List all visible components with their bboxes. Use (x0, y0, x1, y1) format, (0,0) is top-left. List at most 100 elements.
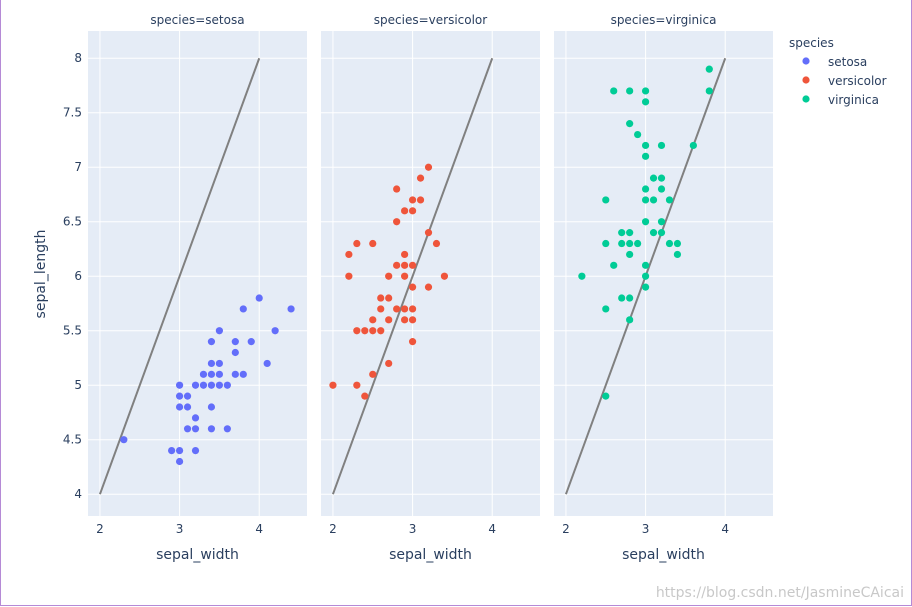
data-point-setosa (224, 425, 231, 432)
data-point-versicolor (377, 327, 384, 334)
data-point-setosa (168, 447, 175, 454)
data-point-setosa (208, 360, 215, 367)
data-point-virginica (706, 87, 713, 94)
data-point-setosa (232, 338, 239, 345)
data-point-virginica (642, 185, 649, 192)
legend-label-virginica: virginica (828, 93, 879, 107)
data-point-versicolor (369, 327, 376, 334)
data-point-setosa (208, 371, 215, 378)
data-point-setosa (192, 382, 199, 389)
data-point-virginica (626, 316, 633, 323)
data-point-virginica (658, 229, 665, 236)
data-point-versicolor (425, 164, 432, 171)
y-tick-label: 5 (74, 378, 82, 392)
data-point-versicolor (409, 316, 416, 323)
data-point-virginica (674, 251, 681, 258)
data-point-versicolor (409, 262, 416, 269)
data-point-virginica (626, 240, 633, 247)
data-point-setosa (248, 338, 255, 345)
y-tick-label: 7 (74, 160, 82, 174)
data-point-versicolor (409, 196, 416, 203)
data-point-setosa (232, 371, 239, 378)
data-point-versicolor (433, 240, 440, 247)
y-tick-label: 6 (74, 269, 82, 283)
x-tick-label: 3 (176, 522, 184, 536)
data-point-versicolor (385, 273, 392, 280)
data-point-setosa (264, 360, 271, 367)
data-point-setosa (216, 360, 223, 367)
data-point-versicolor (345, 273, 352, 280)
data-point-virginica (642, 153, 649, 160)
data-point-versicolor (329, 382, 336, 389)
x-tick-label: 3 (642, 522, 650, 536)
data-point-setosa (240, 371, 247, 378)
legend-marker-setosa (802, 57, 809, 64)
x-tick-label: 2 (329, 522, 337, 536)
data-point-versicolor (401, 251, 408, 258)
data-point-virginica (578, 273, 585, 280)
data-point-setosa (216, 327, 223, 334)
data-point-versicolor (369, 240, 376, 247)
plot-area (321, 31, 540, 516)
data-point-setosa (176, 458, 183, 465)
data-point-setosa (216, 382, 223, 389)
legend-label-setosa: setosa (828, 55, 867, 69)
data-point-versicolor (369, 316, 376, 323)
data-point-versicolor (401, 273, 408, 280)
data-point-versicolor (409, 207, 416, 214)
data-point-versicolor (353, 240, 360, 247)
data-point-versicolor (393, 218, 400, 225)
data-point-setosa (240, 305, 247, 312)
data-point-setosa (208, 338, 215, 345)
facet-setosa: species=setosa 2 3 4 sepal_width (88, 13, 307, 563)
data-point-setosa (184, 425, 191, 432)
data-point-versicolor (353, 382, 360, 389)
data-point-virginica (618, 229, 625, 236)
data-point-virginica (642, 98, 649, 105)
data-point-virginica (650, 229, 657, 236)
data-point-setosa (192, 425, 199, 432)
data-point-virginica (650, 196, 657, 203)
data-point-virginica (666, 240, 673, 247)
data-point-versicolor (401, 305, 408, 312)
data-point-setosa (200, 382, 207, 389)
x-axis-title: sepal_width (389, 547, 472, 563)
data-point-versicolor (409, 338, 416, 345)
data-point-versicolor (417, 175, 424, 182)
data-point-virginica (642, 284, 649, 291)
data-point-setosa (176, 382, 183, 389)
data-point-virginica (602, 240, 609, 247)
x-axis-title: sepal_width (156, 547, 239, 563)
data-point-setosa (184, 393, 191, 400)
data-point-virginica (706, 66, 713, 73)
data-point-virginica (618, 294, 625, 301)
data-point-setosa (224, 382, 231, 389)
facet-virginica: species=virginica 2 3 4 sepal_width (554, 13, 773, 563)
data-point-virginica (690, 142, 697, 149)
data-point-versicolor (353, 327, 360, 334)
data-point-virginica (658, 142, 665, 149)
data-point-setosa (192, 414, 199, 421)
data-point-virginica (642, 218, 649, 225)
data-point-virginica (626, 229, 633, 236)
data-point-versicolor (377, 294, 384, 301)
y-tick-label: 5.5 (63, 324, 82, 338)
legend-marker-versicolor (802, 76, 809, 83)
data-point-versicolor (345, 251, 352, 258)
data-point-setosa (232, 349, 239, 356)
data-point-virginica (658, 175, 665, 182)
y-axis-title: sepal_length (33, 230, 49, 319)
y-tick-label: 7.5 (63, 106, 82, 120)
legend: species setosa versicolor virginica (789, 36, 887, 107)
data-point-versicolor (401, 207, 408, 214)
data-point-virginica (602, 196, 609, 203)
data-point-setosa (287, 305, 294, 312)
data-point-versicolor (393, 305, 400, 312)
data-point-virginica (602, 305, 609, 312)
data-point-versicolor (409, 305, 416, 312)
facet-title: species=versicolor (374, 13, 487, 27)
data-point-virginica (642, 273, 649, 280)
data-point-setosa (192, 447, 199, 454)
x-tick-label: 3 (409, 522, 417, 536)
